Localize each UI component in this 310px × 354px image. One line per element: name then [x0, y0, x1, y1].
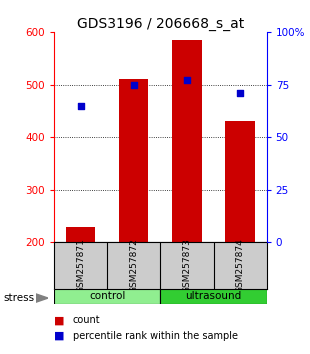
Text: percentile rank within the sample: percentile rank within the sample — [73, 331, 238, 341]
Point — [237, 90, 242, 96]
Point — [184, 78, 189, 83]
Title: GDS3196 / 206668_s_at: GDS3196 / 206668_s_at — [77, 17, 244, 31]
Text: GSM257871: GSM257871 — [76, 238, 85, 293]
Bar — [225, 121, 255, 242]
Text: GSM257873: GSM257873 — [183, 238, 192, 293]
Text: GSM257874: GSM257874 — [236, 238, 245, 293]
Text: GSM257872: GSM257872 — [129, 238, 138, 293]
Bar — [54, 289, 161, 304]
Text: count: count — [73, 315, 100, 325]
Text: control: control — [89, 291, 126, 302]
Point — [131, 82, 136, 87]
Text: ■: ■ — [54, 331, 65, 341]
Polygon shape — [36, 294, 48, 302]
Point — [78, 103, 83, 108]
Text: stress: stress — [3, 293, 34, 303]
Text: ultrasound: ultrasound — [185, 291, 241, 302]
Text: ■: ■ — [54, 315, 65, 325]
Bar — [119, 79, 148, 242]
Bar — [172, 40, 202, 242]
Bar — [161, 289, 267, 304]
Bar — [66, 227, 95, 242]
